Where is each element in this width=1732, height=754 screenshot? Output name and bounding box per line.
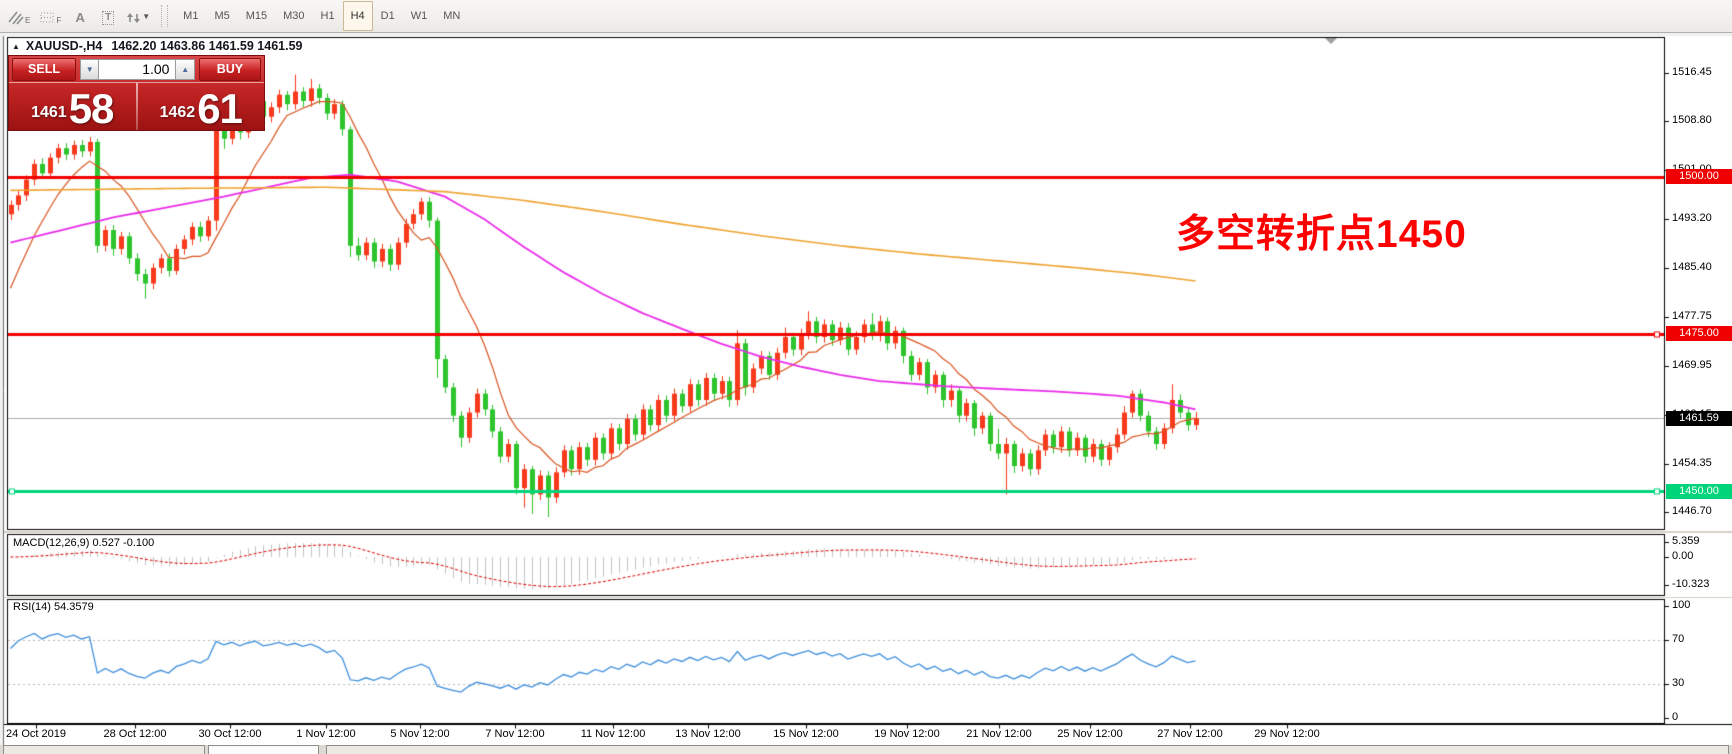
date-axis-label: 19 Nov 12:00 — [874, 728, 940, 740]
macd-axis-tick: -10.323 — [1672, 578, 1710, 591]
volume-increase-button[interactable]: ▲ — [175, 58, 195, 80]
timeframe-button-mn[interactable]: MN — [443, 10, 461, 22]
price-axis-tick: 1493.20 — [1672, 212, 1712, 225]
timeframe-button-m5[interactable]: M5 — [214, 10, 230, 22]
buy-price-big: 61 — [197, 85, 243, 132]
date-axis-label: 1 Nov 12:00 — [296, 728, 356, 740]
one-click-trading-panel: SELL ▼ ▲ BUY 1461 58 1462 61 — [8, 55, 265, 131]
toolbar: E F A T ▼ M1 M5 M15 M30 H1 H4 D1 W1 MN — [0, 0, 1732, 33]
timeframe-button-m30[interactable]: M30 — [283, 10, 305, 22]
rsi-axis-tick: 0 — [1672, 711, 1679, 723]
date-axis-label: 25 Nov 12:00 — [1057, 728, 1123, 740]
timeframe-button-d1[interactable]: D1 — [380, 10, 395, 22]
line-studies-icon[interactable]: E — [4, 4, 34, 28]
chart-tab[interactable] — [326, 745, 1729, 754]
date-axis-label: 27 Nov 12:00 — [1157, 728, 1223, 740]
price-axis-tick: 1485.40 — [1672, 261, 1712, 274]
macd-label: MACD(12,26,9) 0.527 -0.100 — [13, 537, 155, 549]
price-tag: 1461.59 — [1666, 410, 1732, 426]
one-click-top-row: SELL ▼ ▲ BUY — [9, 56, 264, 83]
toolbar-separator — [161, 5, 169, 27]
date-axis-label: 30 Oct 12:00 — [198, 728, 262, 740]
buy-price-small: 1462 — [159, 104, 196, 121]
date-axis-label: 24 Oct 2019 — [6, 728, 66, 740]
price-divider — [135, 83, 138, 130]
volume-decrease-button[interactable]: ▼ — [80, 58, 100, 80]
date-axis-label: 11 Nov 12:00 — [580, 728, 646, 740]
sell-button[interactable]: SELL — [12, 57, 77, 81]
timeframe-button-m1[interactable]: M1 — [183, 10, 199, 22]
date-axis-label: 7 Nov 12:00 — [485, 728, 545, 740]
snap-grid-icon[interactable]: F — [36, 4, 65, 28]
chart-ohlc-values: 1462.20 1463.86 1461.59 1461.59 — [111, 39, 303, 53]
buy-button[interactable]: BUY — [198, 57, 261, 81]
price-axis-tick: 1508.80 — [1672, 114, 1712, 127]
price-axis-tick: 1477.75 — [1672, 309, 1712, 322]
timeframe-button-w1[interactable]: W1 — [410, 10, 428, 22]
rsi-axis-tick: 100 — [1672, 599, 1691, 611]
price-axis-tick: 1446.70 — [1672, 505, 1712, 517]
timeframe-button-h1[interactable]: H1 — [320, 10, 335, 22]
arrange-arrows-icon[interactable]: ▼ — [123, 4, 154, 28]
volume-input[interactable] — [99, 58, 176, 80]
one-click-price-row: 1461 58 1462 61 — [9, 83, 264, 130]
date-axis-label: 29 Nov 12:00 — [1254, 728, 1320, 740]
chart-tab[interactable] — [208, 745, 319, 754]
price-axis-tick: 1469.95 — [1672, 358, 1712, 371]
text-box-icon[interactable]: T — [95, 4, 121, 28]
date-axis-label: 15 Nov 12:00 — [773, 728, 839, 740]
rsi-axis-tick: 30 — [1672, 677, 1685, 690]
price-tag: 1500.00 — [1666, 169, 1732, 185]
text-label-icon[interactable]: A — [75, 10, 85, 25]
macd-axis-tick: 5.359 — [1672, 535, 1700, 548]
price-axis-tick: 1516.45 — [1672, 66, 1712, 78]
date-axis-label: 28 Oct 12:00 — [103, 728, 167, 740]
buy-price-display[interactable]: 1462 61 — [138, 83, 265, 130]
timeframe-button-m15[interactable]: M15 — [245, 10, 268, 22]
price-axis-tick: 1454.35 — [1672, 456, 1712, 469]
rsi-axis-tick: 70 — [1672, 632, 1685, 645]
annotation-text[interactable]: 多空转折点1450 — [1176, 213, 1467, 256]
price-tag: 1450.00 — [1666, 483, 1732, 499]
chart-title-row: ▲ XAUUSD-,H4 1462.20 1463.86 1461.59 146… — [12, 39, 302, 53]
snap-grid-badge: F — [56, 16, 62, 25]
timeframe-button-h4[interactable]: H4 — [342, 1, 373, 31]
date-axis-label: 5 Nov 12:00 — [390, 728, 450, 740]
rsi-label: RSI(14) 54.3579 — [13, 601, 94, 613]
date-axis-label: 21 Nov 12:00 — [966, 728, 1032, 740]
sell-price-display[interactable]: 1461 58 — [9, 83, 136, 130]
macd-axis-tick: 0.00 — [1672, 550, 1694, 562]
price-tag: 1475.00 — [1666, 326, 1732, 342]
sell-price-small: 1461 — [31, 104, 67, 121]
sell-price-big: 58 — [68, 85, 115, 132]
line-studies-badge: E — [25, 16, 31, 25]
dropdown-caret-icon: ▼ — [142, 11, 151, 21]
date-axis-label: 13 Nov 12:00 — [675, 728, 741, 740]
timeframe-group: M1 M5 M15 M30 H1 H4 D1 W1 MN — [175, 1, 468, 31]
collapse-panel-icon[interactable]: ▲ — [12, 41, 20, 51]
chart-tab[interactable] — [3, 745, 205, 754]
chart-symbol-period: XAUUSD-,H4 — [25, 39, 103, 53]
